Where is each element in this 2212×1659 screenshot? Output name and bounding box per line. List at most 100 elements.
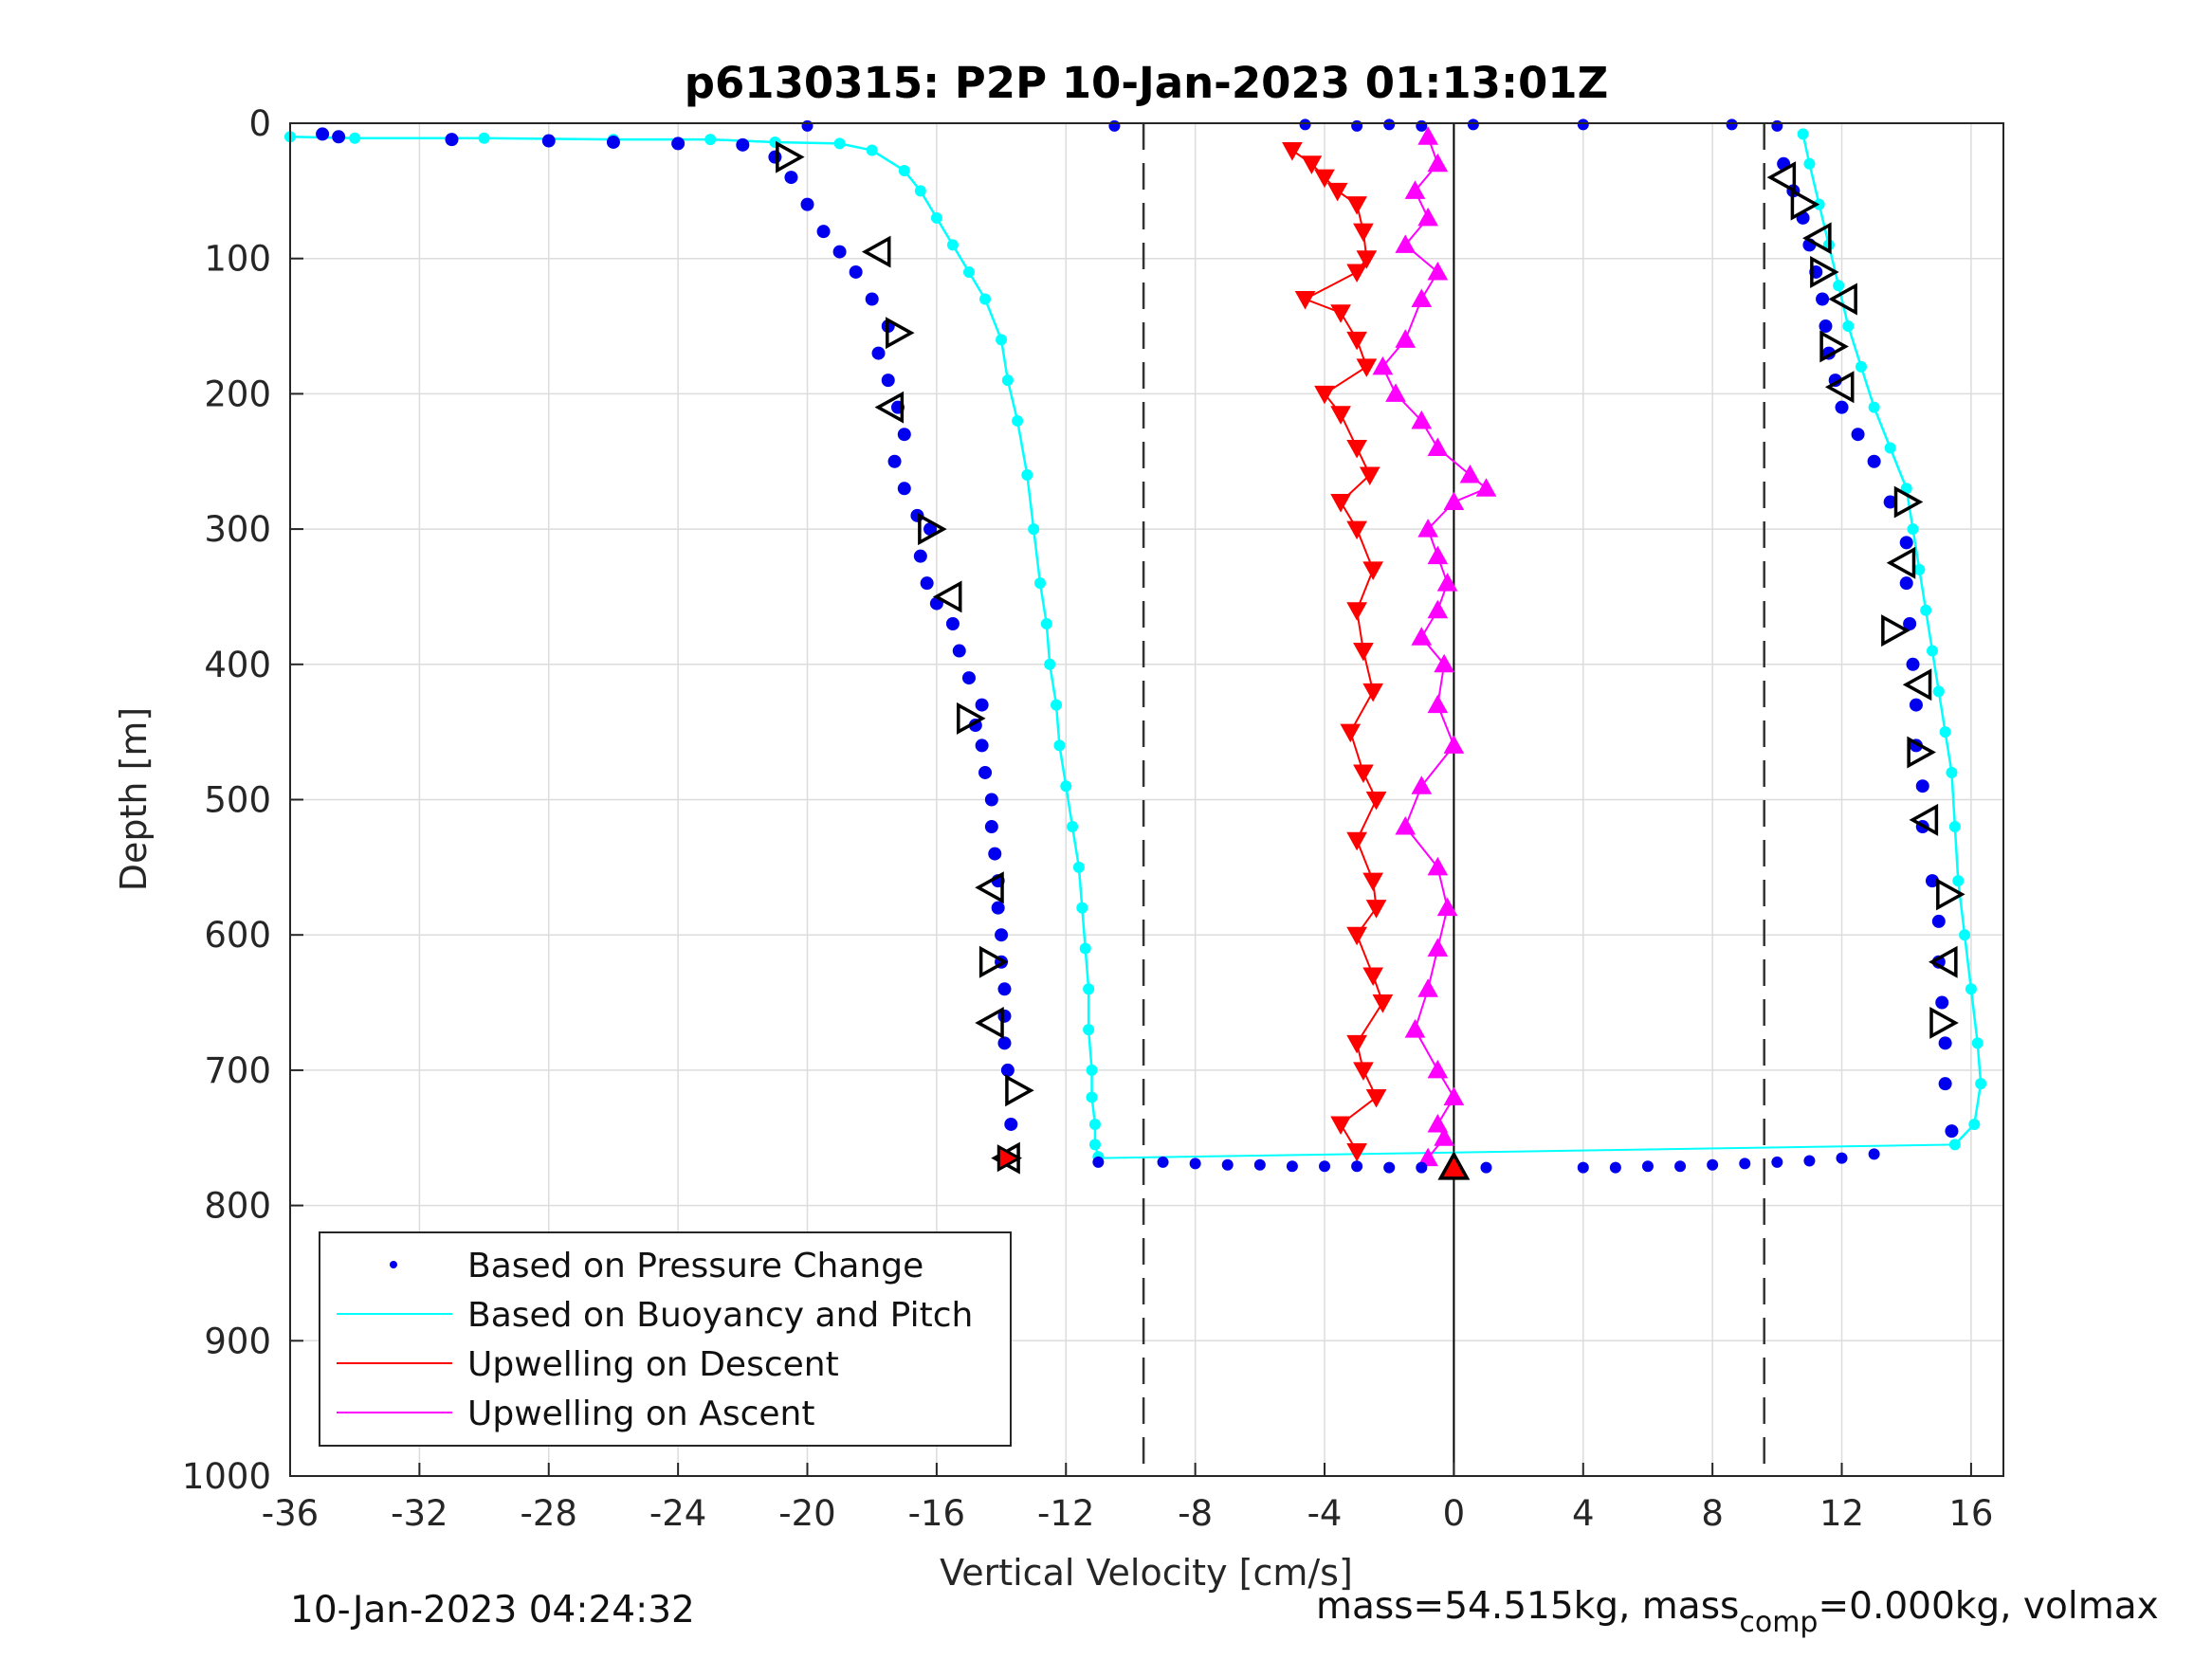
buoyancy-ascent-point	[1920, 604, 1932, 616]
pressure-descent-point	[784, 171, 798, 185]
pressure-descent-point	[671, 137, 686, 151]
buoyancy-descent-point	[996, 334, 1008, 346]
chart-title: p6130315: P2P 10-Jan-2023 01:13:01Z	[685, 58, 1609, 108]
pressure-descent-point	[995, 928, 1009, 942]
upwelling-descent-point	[1353, 1062, 1374, 1081]
y-tick-label: 400	[204, 645, 271, 685]
pressure-descent-point	[606, 135, 620, 149]
legend-box	[319, 1231, 1012, 1447]
upwelling-ascent-point	[1417, 978, 1438, 997]
upwelling-descent-point	[1330, 1116, 1351, 1136]
x-tick-label: -4	[1307, 1493, 1343, 1534]
upwelling-ascent-point	[1434, 653, 1455, 673]
buoyancy-ascent-point	[1939, 726, 1951, 738]
y-axis-label: Depth [m]	[113, 707, 155, 892]
upwelling-descent-point	[1346, 1034, 1367, 1054]
pressure-descent-point	[332, 130, 346, 144]
upwelling-descent-point	[1346, 439, 1367, 459]
turn-marker	[975, 871, 1004, 904]
turn-marker	[1810, 255, 1839, 288]
upwelling-descent-point	[1365, 900, 1387, 919]
pressure-ascent-point	[1935, 995, 1949, 1010]
pressure-descent-point	[991, 901, 1005, 915]
buoyancy-descent-point	[1086, 1091, 1098, 1103]
turn-marker	[918, 513, 947, 546]
turn-marker	[978, 945, 1009, 978]
x-tick-label: 0	[1443, 1493, 1466, 1534]
pressure-bottom-point	[1319, 1160, 1331, 1173]
pressure-descent-point	[541, 134, 556, 148]
upwelling-ascent-point	[1417, 1147, 1438, 1167]
pressure-surface-point	[1467, 118, 1479, 131]
pressure-bottom-point	[1189, 1158, 1201, 1170]
turn-marker	[1824, 371, 1855, 404]
pressure-descent-point	[832, 245, 847, 259]
buoyancy-descent-point	[898, 164, 910, 176]
buoyancy-ascent-point	[1959, 929, 1971, 941]
pressure-descent-point	[997, 1036, 1012, 1050]
pressure-surface-point	[1771, 119, 1783, 132]
pressure-ascent-point	[1938, 1077, 1952, 1091]
footer-mass-a: mass=54.515kg, mass	[1316, 1585, 1740, 1628]
buoyancy-descent-point	[1083, 983, 1095, 995]
pressure-bottom-point	[1416, 1161, 1428, 1174]
upwelling-descent-point	[1365, 1088, 1387, 1108]
pressure-descent-point	[988, 847, 1002, 861]
buoyancy-ascent-point	[1971, 1037, 1983, 1049]
upwelling-descent-point	[1294, 291, 1316, 310]
pressure-bottom-point	[1221, 1158, 1234, 1171]
upwelling-descent-point	[1365, 792, 1387, 811]
buoyancy-descent-point	[1033, 577, 1046, 590]
y-tick-label: 600	[204, 915, 271, 956]
upwelling-descent-point	[1362, 967, 1384, 987]
buoyancy-descent-point	[1040, 617, 1052, 629]
upwelling-ascent-point	[1411, 410, 1433, 429]
upwelling-descent-point	[1359, 466, 1380, 486]
upwelling-ascent-point	[1427, 938, 1449, 957]
upwelling-descent-point	[1314, 169, 1335, 189]
pressure-bottom-point	[1641, 1160, 1654, 1173]
buoyancy-ascent-point	[1926, 645, 1938, 657]
buoyancy-descent-point	[1079, 942, 1091, 955]
x-tick-label: -24	[649, 1493, 706, 1534]
pressure-descent-point	[984, 820, 998, 834]
pressure-bottom-point	[1707, 1158, 1719, 1171]
pressure-ascent-point	[1867, 454, 1881, 468]
upwelling-descent-point	[1340, 723, 1362, 743]
turn-marker	[1828, 283, 1857, 316]
upwelling-descent-point	[1362, 683, 1384, 702]
y-tick-label: 0	[248, 103, 271, 144]
upwelling-ascent-point	[1427, 694, 1449, 714]
y-tick-label: 800	[204, 1186, 271, 1227]
pressure-ascent-point	[1906, 657, 1920, 671]
turn-marker	[1936, 878, 1965, 911]
upwelling-ascent-point	[1385, 383, 1406, 402]
upwelling-ascent-line	[1381, 136, 1489, 1159]
pressure-descent-point	[897, 482, 911, 496]
buoyancy-descent-point	[1060, 780, 1072, 793]
buoyancy-ascent-point	[1913, 563, 1926, 575]
y-tick-label: 300	[204, 509, 271, 550]
buoyancy-descent-point	[1051, 699, 1063, 711]
buoyancy-descent-point	[1088, 1118, 1101, 1130]
turn-marker	[1819, 330, 1849, 363]
pressure-bottom-point	[1836, 1152, 1848, 1164]
pressure-surface-point	[1383, 118, 1396, 131]
upwelling-descent-point	[1356, 358, 1378, 377]
upwelling-descent-point	[1346, 264, 1367, 283]
upwelling-descent-point	[1301, 155, 1323, 174]
descent-bottom-marker	[996, 1144, 1022, 1173]
turn-marker	[1766, 161, 1797, 194]
footer-mass-sub: comp	[1739, 1606, 1819, 1639]
pressure-ascent-point	[1851, 428, 1865, 442]
y-tick-label: 200	[204, 374, 271, 414]
pressure-descent-point	[887, 454, 902, 468]
pressure-descent-point	[961, 671, 976, 685]
buoyancy-ascent-point	[1975, 1078, 1987, 1090]
turn-marker	[1902, 668, 1932, 702]
turn-marker	[861, 235, 891, 268]
bottom-turn-marker	[1437, 1151, 1471, 1180]
pressure-ascent-point	[1819, 319, 1833, 334]
turn-marker	[776, 140, 805, 173]
